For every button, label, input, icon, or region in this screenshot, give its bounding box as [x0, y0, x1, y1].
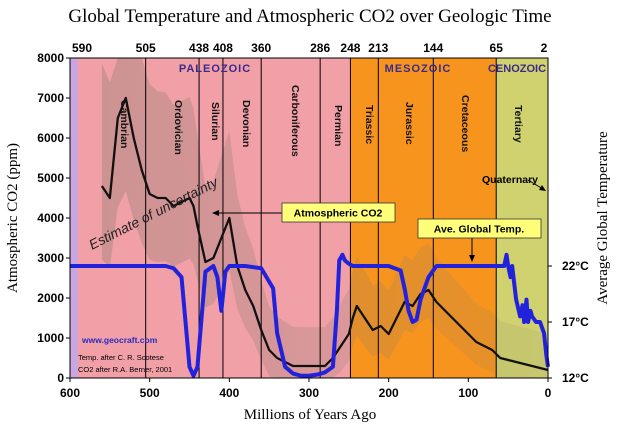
era-label-paleozoic: PALEOZOIC: [179, 63, 251, 75]
temperature-axis: 22°C 17°C 12°C: [548, 259, 589, 385]
top-tick-label: 505: [136, 41, 156, 55]
y-tick-label: 3000: [37, 251, 64, 265]
top-tick-label: 360: [251, 41, 271, 55]
period-label-cretaceous: Cretaceous: [459, 95, 471, 152]
top-tick-label: 438: [189, 41, 209, 55]
temp-callout-label: Ave. Global Temp.: [434, 224, 525, 236]
y-tick-label: 8000: [37, 51, 64, 65]
quaternary-callout: Quaternary: [482, 174, 546, 191]
period-label-devonian: Devonian: [240, 100, 252, 147]
band-precambrian: [70, 58, 78, 378]
y-tick-label: 1000: [37, 331, 64, 345]
top-tick-label: 286: [310, 41, 330, 55]
x-tick-label: 600: [60, 386, 80, 400]
x-tick-label: 500: [140, 386, 160, 400]
period-label-jurassic: Jurassic: [403, 102, 415, 145]
period-label-triassic: Triassic: [363, 105, 375, 144]
period-label-carboniferous: Carboniferous: [289, 85, 301, 157]
period-labels: Cambrian Ordovician Silurian Devonian Ca…: [118, 85, 524, 157]
top-tick-label: 590: [72, 41, 92, 55]
temp-tick-label: 17°C: [562, 315, 589, 329]
top-tick-label: 2: [541, 41, 548, 55]
y-tick-label: 7000: [37, 91, 64, 105]
co2-callout: Atmospheric CO2: [212, 202, 396, 223]
period-label-permian: Permian: [332, 105, 344, 146]
top-tick-label: 65: [490, 41, 504, 55]
era-label-cenozoic: CENOZOIC: [488, 63, 546, 75]
period-label-silurian: Silurian: [209, 102, 221, 141]
temp-tick-label: 12°C: [562, 371, 589, 385]
top-tick-label: 144: [423, 41, 443, 55]
period-label-tertiary: Tertiary: [512, 105, 524, 143]
y-tick-label: 5000: [37, 171, 64, 185]
y-tick-label: 6000: [37, 131, 64, 145]
x-tick-label: 400: [219, 386, 239, 400]
y-axis: 0 1000 2000 3000 4000 5000 6000 7000 8000: [37, 51, 70, 385]
series-line-temperature: [70, 252, 550, 378]
x-tick-label: 100: [458, 386, 478, 400]
y-tick-label: 4000: [37, 211, 64, 225]
top-tick-label: 408: [213, 41, 233, 55]
top-tick-label: 213: [368, 41, 388, 55]
uncertainty-band: [101, 58, 548, 378]
y-tick-label: 0: [57, 371, 64, 385]
series-line-co2: [100, 96, 549, 372]
credit-temp: Temp. after C. R. Scotese: [78, 353, 164, 362]
quaternary-label: Quaternary: [482, 174, 538, 186]
y2-axis-label: Average Global Temperature: [595, 131, 611, 305]
temp-callout: Ave. Global Temp.: [417, 218, 542, 262]
y-axis-label: Atmospheric CO2 (ppm): [5, 143, 21, 293]
credit-co2: CO2 after R.A. Berner, 2001: [78, 365, 172, 374]
x-tick-label: 200: [379, 386, 399, 400]
temp-tick-label: 22°C: [562, 259, 589, 273]
top-axis: 590 505 438 408 360 286 248 213 144 65 2: [72, 41, 548, 55]
x-axis: 600 500 400 300 200 100 0: [60, 378, 552, 400]
source-url: www.geocraft.com: [81, 335, 158, 345]
period-label-ordovician: Ordovician: [172, 100, 184, 155]
co2-callout-label: Atmospheric CO2: [294, 208, 383, 220]
top-tick-label: 248: [340, 41, 360, 55]
x-tick-label: 300: [299, 386, 319, 400]
x-tick-label: 0: [545, 386, 552, 400]
chart-title: Global Temperature and Atmospheric CO2 o…: [68, 6, 551, 27]
y-tick-label: 2000: [37, 291, 64, 305]
x-axis-label: Millions of Years Ago: [244, 407, 377, 423]
era-label-mesozoic: MESOZOIC: [385, 63, 452, 75]
